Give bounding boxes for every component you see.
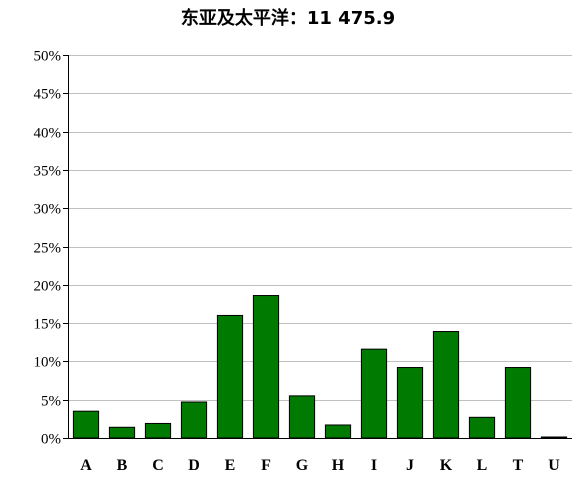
bar [252,295,280,439]
x-tick-label: L [477,457,488,474]
x-tick-label: I [371,457,377,474]
bar [396,367,424,439]
bar [216,314,244,439]
y-tick-label: 30% [34,202,62,218]
x-tick-label: B [117,457,128,474]
y-tick-label: 40% [34,126,62,142]
x-tick-label: T [513,457,524,474]
y-tick-label: 5% [41,394,61,410]
x-tick-label: U [548,457,560,474]
bar [288,395,316,439]
x-tick-label: K [440,457,453,474]
x-tick-label: F [261,457,271,474]
y-tick-label: 0% [41,432,61,448]
y-tick-label: 35% [34,164,62,180]
x-tick-label: G [296,457,309,474]
x-tick-label: A [80,457,92,474]
bar [540,436,568,439]
bar [144,422,172,439]
x-tick-label: D [188,457,200,474]
y-tick-label: 25% [34,241,62,257]
bar [468,416,496,439]
y-tick-label: 45% [34,87,62,103]
bar [72,410,100,439]
x-tick-label: H [332,457,345,474]
bar [504,367,532,439]
bar [360,348,388,439]
y-tick-label: 15% [34,317,62,333]
bar [108,426,136,439]
chart-title: 东亚及太平洋：11 475.9 [180,8,396,29]
axes [63,55,572,439]
x-tick-label: J [406,457,414,474]
bar [180,401,208,439]
y-tick-label: 10% [34,355,62,371]
x-tick-label: C [152,457,164,474]
bar [432,331,460,439]
y-tick-labels: 0% 5% 10% 15% 20% 25% 30% 35% 40% 45% 50% [34,49,62,448]
y-tick-label: 50% [34,49,62,65]
gridlines [68,55,572,401]
x-tick-label: E [225,457,236,474]
y-tick-label: 20% [34,279,62,295]
bars [72,295,568,439]
bar [324,424,352,439]
